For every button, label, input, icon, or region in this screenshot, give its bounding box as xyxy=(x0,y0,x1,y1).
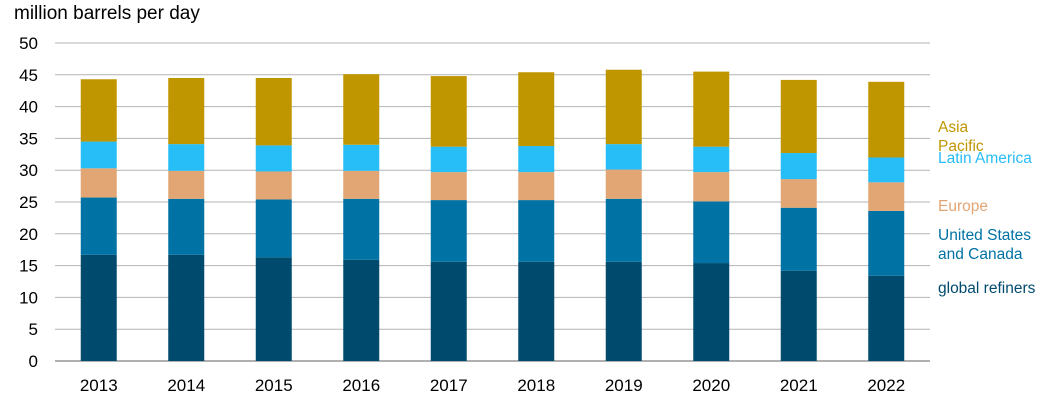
x-tick-label: 2015 xyxy=(255,376,293,395)
bar-segment xyxy=(868,81,905,158)
bar-segment xyxy=(343,74,380,145)
y-tick-label: 35 xyxy=(19,129,38,148)
bar-segment xyxy=(780,79,817,154)
bars xyxy=(80,69,905,361)
legend-label: Asia Pacific xyxy=(938,119,984,155)
y-tick-label: 25 xyxy=(19,193,38,212)
bar-segment xyxy=(80,254,117,361)
x-tick-label: 2018 xyxy=(517,376,555,395)
bar-segment xyxy=(430,200,467,262)
bar-segment xyxy=(430,172,467,201)
bar-segment xyxy=(868,210,905,276)
bar-segment xyxy=(168,144,205,171)
bar-segment xyxy=(168,77,205,145)
bar-segment xyxy=(868,182,905,211)
bar-segment xyxy=(430,146,467,173)
bar-segment xyxy=(80,168,117,198)
bar-segment xyxy=(780,207,817,271)
x-tick-label: 2020 xyxy=(692,376,730,395)
bar-segment xyxy=(168,254,205,361)
y-tick-label: 5 xyxy=(29,320,38,339)
bar-segment xyxy=(518,261,555,361)
bar-segment xyxy=(693,71,730,147)
bar-segment xyxy=(168,198,205,255)
y-tick-label: 10 xyxy=(19,288,38,307)
y-tick-label: 45 xyxy=(19,66,38,85)
legend-label: United States and Canada xyxy=(938,227,1032,263)
bar-segment xyxy=(780,153,817,180)
y-tick-label: 30 xyxy=(19,161,38,180)
bar-segment xyxy=(343,259,380,361)
x-tick-label: 2019 xyxy=(605,376,643,395)
x-tick-label: 2016 xyxy=(342,376,380,395)
y-axis-label: million barrels per day xyxy=(14,3,200,24)
legend-item: global refiners xyxy=(938,279,1038,298)
bar-segment xyxy=(343,170,380,199)
bar-segment xyxy=(80,197,117,255)
bar-segment xyxy=(343,198,380,260)
bar-segment xyxy=(168,170,205,199)
bar-segment xyxy=(343,144,380,171)
x-tick-labels: 2013 2014 2015 2016 2017 2018 2019 2020 2021 2022 xyxy=(80,376,905,395)
bar-segment xyxy=(605,69,642,145)
bar-segment xyxy=(255,199,292,258)
bar-segment xyxy=(255,257,292,361)
x-tick-label: 2014 xyxy=(167,376,205,395)
legend-item: Europe xyxy=(938,197,988,216)
bar-segment xyxy=(693,263,730,361)
y-tick-label: 0 xyxy=(29,352,38,371)
bar-segment xyxy=(693,201,730,264)
bar-segment xyxy=(868,157,905,183)
bar-segment xyxy=(80,141,117,169)
legend-item: Asia Pacific xyxy=(938,118,984,156)
bar-segment xyxy=(518,72,555,147)
bar-segment xyxy=(430,76,467,147)
y-tick-labels: 0 5 10 15 20 25 30 35 40 45 50 xyxy=(19,34,38,371)
bar-segment xyxy=(518,146,555,173)
bar-segment xyxy=(255,77,292,146)
legend-label: global refiners xyxy=(938,280,1036,297)
legend-label: Latin America xyxy=(938,150,1032,167)
bar-segment xyxy=(80,79,117,142)
bar-segment xyxy=(430,261,467,361)
y-tick-label: 15 xyxy=(19,257,38,276)
bar-segment xyxy=(605,169,642,199)
legend-item: United States and Canada xyxy=(938,226,1038,264)
legend-label: Europe xyxy=(938,198,988,215)
bar-segment xyxy=(693,172,730,202)
bar-segment xyxy=(868,275,905,361)
bar-segment xyxy=(255,145,292,172)
bar-segment xyxy=(780,270,817,361)
bar-segment xyxy=(780,179,817,208)
legend-item: Latin America xyxy=(938,149,1038,168)
y-tick-label: 40 xyxy=(19,98,38,117)
bar-segment xyxy=(518,200,555,262)
x-tick-label: 2021 xyxy=(780,376,818,395)
x-tick-label: 2017 xyxy=(430,376,468,395)
y-tick-label: 20 xyxy=(19,225,38,244)
bar-segment xyxy=(605,261,642,361)
bar-segment xyxy=(518,172,555,201)
x-tick-label: 2022 xyxy=(867,376,905,395)
bar-segment xyxy=(605,198,642,262)
bar-segment xyxy=(693,146,730,173)
y-tick-label: 50 xyxy=(19,34,38,53)
x-tick-label: 2013 xyxy=(80,376,118,395)
bar-segment xyxy=(255,171,292,200)
bar-segment xyxy=(605,144,642,170)
